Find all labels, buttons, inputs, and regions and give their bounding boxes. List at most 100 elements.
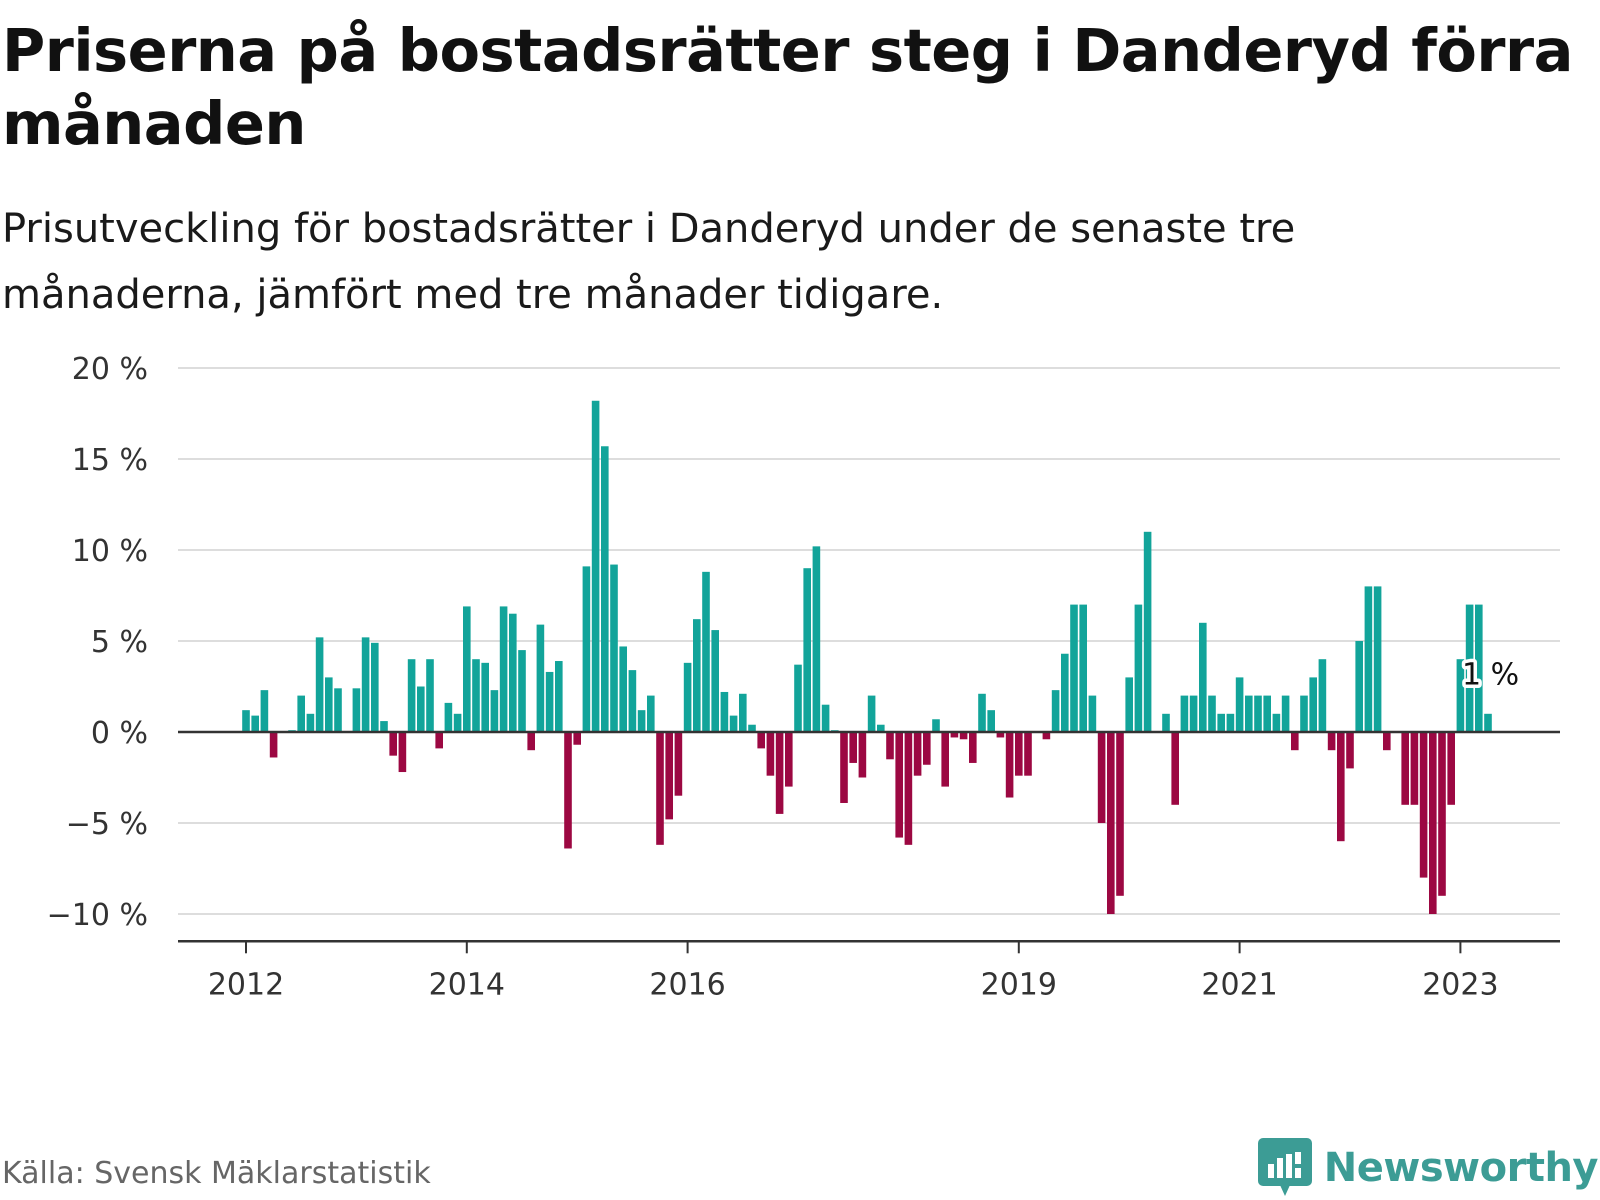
- bar-positive: [1051, 690, 1060, 732]
- bar-positive: [472, 659, 480, 732]
- bar-negative: [1097, 732, 1106, 823]
- bar-positive: [1125, 677, 1133, 732]
- bar-negative: [950, 732, 959, 738]
- bar-negative: [656, 732, 664, 845]
- bars: [242, 400, 1492, 914]
- bar-negative: [1171, 732, 1179, 805]
- bar-negative: [785, 732, 793, 787]
- bar-positive: [444, 702, 453, 732]
- bar-negative: [674, 732, 683, 796]
- bar-positive: [325, 677, 333, 732]
- bar-positive: [1079, 604, 1087, 732]
- x-tick-label: 2016: [649, 967, 725, 1002]
- bar-positive: [371, 642, 379, 732]
- bar-positive: [812, 546, 821, 732]
- bar-negative: [389, 732, 397, 756]
- bar-positive: [297, 695, 305, 732]
- bar-positive: [1134, 604, 1143, 732]
- bar-positive: [794, 664, 802, 732]
- bar-positive: [334, 688, 342, 732]
- bar-negative: [913, 732, 922, 776]
- bar-positive: [619, 646, 627, 732]
- bar-negative: [923, 732, 931, 765]
- y-tick-label: 20 %: [72, 352, 148, 387]
- chart-subtitle: Prisutveckling för bostadsrätter i Dande…: [2, 206, 1296, 318]
- bar-negative: [886, 732, 894, 760]
- bar-negative: [1337, 732, 1345, 842]
- bar-positive: [1070, 604, 1078, 732]
- bar-positive: [1263, 695, 1271, 732]
- bar-positive: [1245, 695, 1253, 732]
- y-tick-label: 10 %: [72, 534, 148, 569]
- bar-positive: [361, 637, 370, 732]
- x-axis-ticks: 2012 2014 2016 2019 2021 2023: [208, 941, 1499, 1002]
- bar-negative: [895, 732, 903, 838]
- x-tick-label: 2019: [981, 967, 1057, 1002]
- bar-positive: [739, 693, 747, 732]
- bar-positive: [601, 446, 609, 732]
- bar-positive: [711, 630, 719, 732]
- bar-negative: [969, 732, 977, 763]
- bar-positive: [481, 662, 489, 732]
- bar-positive: [591, 400, 600, 732]
- bar-negative: [1401, 732, 1409, 805]
- bar-positive: [1254, 695, 1262, 732]
- bar-negative: [1005, 732, 1014, 798]
- bar-positive: [647, 695, 655, 732]
- newsworthy-logo-icon: [1257, 1138, 1312, 1196]
- bar-negative: [1438, 732, 1446, 896]
- bar-positive: [637, 710, 646, 732]
- bar-negative: [1042, 732, 1051, 740]
- data-labels: 1 %: [1459, 654, 1523, 696]
- bar-positive: [417, 686, 425, 732]
- chart-title: Priserna på bostadsrätter steg i Dandery…: [2, 16, 1573, 158]
- bar-negative: [858, 732, 867, 778]
- bar-negative: [564, 732, 572, 849]
- bar-positive: [1281, 695, 1290, 732]
- bar-negative: [1015, 732, 1023, 776]
- bar-positive: [1465, 604, 1474, 732]
- bar-positive: [867, 695, 876, 732]
- bar-positive: [748, 724, 756, 732]
- bar-positive: [518, 650, 526, 732]
- bar-positive: [242, 710, 250, 732]
- bar-positive: [499, 606, 508, 732]
- bar-positive: [693, 619, 701, 732]
- bar-positive: [978, 693, 986, 732]
- bar-positive: [315, 637, 324, 732]
- bar-positive: [251, 715, 259, 732]
- bar-negative: [1107, 732, 1115, 914]
- bar-positive: [1208, 695, 1216, 732]
- bar-negative: [941, 732, 949, 787]
- bar-positive: [1235, 677, 1244, 732]
- bar-negative: [757, 732, 765, 749]
- bar-positive: [1189, 695, 1198, 732]
- bar-negative: [996, 732, 1005, 738]
- bar-positive: [877, 724, 885, 732]
- bar-positive: [628, 670, 637, 732]
- bar-positive: [1355, 641, 1363, 732]
- source-note: Källa: Svensk Mäklarstatistik: [2, 1156, 431, 1191]
- bar-negative: [1291, 732, 1299, 751]
- x-tick-label: 2014: [429, 967, 505, 1002]
- bar-positive: [536, 624, 545, 732]
- bar-positive: [380, 721, 388, 732]
- bar-positive: [1217, 713, 1225, 732]
- bar-negative: [1024, 732, 1032, 776]
- bar-positive: [1484, 713, 1492, 732]
- bar-positive: [453, 713, 462, 732]
- brand-name: Newsworthy: [1323, 1145, 1599, 1191]
- bar-positive: [821, 704, 830, 732]
- bar-negative: [1346, 732, 1354, 769]
- gridlines: [178, 367, 1560, 915]
- y-tick-label: −10 %: [47, 898, 148, 933]
- bar-positive: [1364, 586, 1373, 732]
- bar-positive: [1456, 659, 1465, 732]
- bar-positive: [1272, 713, 1281, 732]
- x-tick-label: 2012: [208, 967, 284, 1002]
- bar-negative: [527, 732, 535, 751]
- bar-negative: [1327, 732, 1336, 751]
- bar-positive: [1061, 653, 1069, 732]
- bar-negative: [1116, 732, 1124, 896]
- bar-negative: [1410, 732, 1419, 805]
